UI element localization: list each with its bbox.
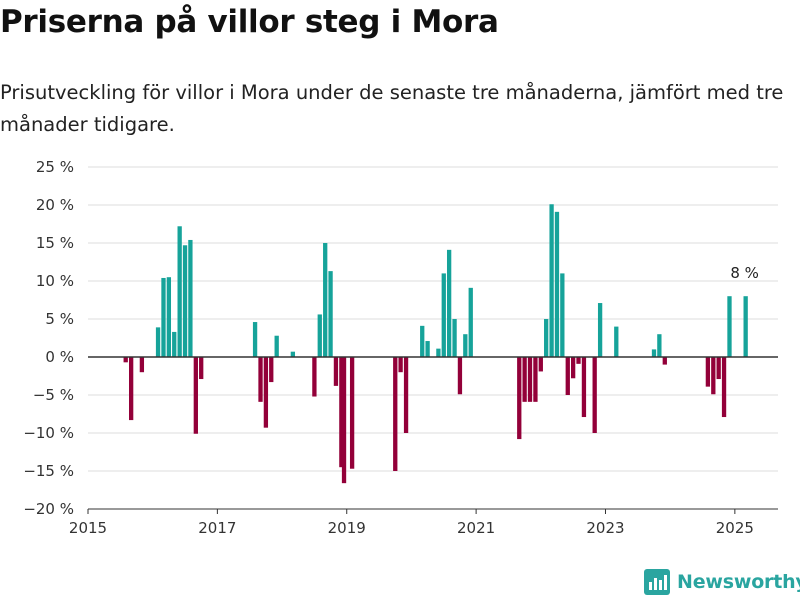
bar	[614, 326, 619, 357]
y-tick-label: 20 %	[36, 196, 74, 214]
bar	[533, 357, 538, 402]
bar	[188, 239, 193, 357]
x-tick-label: 2017	[198, 519, 236, 537]
bar	[333, 357, 339, 386]
x-tick-label: 2025	[716, 519, 754, 537]
bar	[323, 243, 328, 357]
bar	[517, 357, 522, 440]
gridlines	[88, 166, 778, 472]
axes: 25 % 20 % 15 % 10 % 5 % 0 % −5 % −10 % −15 % −20 …	[23, 158, 778, 537]
bar	[339, 357, 344, 468]
bar	[403, 357, 409, 433]
bar	[269, 357, 274, 383]
y-tick-label: −5 %	[33, 386, 74, 404]
bar	[657, 334, 662, 357]
bar	[743, 296, 748, 357]
bar	[570, 357, 576, 379]
bar	[452, 319, 457, 357]
bar	[258, 357, 263, 402]
bar	[312, 357, 317, 397]
bar	[420, 325, 425, 357]
y-tick-label: 5 %	[45, 310, 74, 328]
bar	[463, 334, 468, 357]
bar	[290, 351, 296, 357]
newsworthy-logo-icon	[644, 569, 670, 595]
bar	[560, 273, 565, 357]
bar	[425, 341, 430, 357]
brand-name: Newsworthy	[677, 571, 800, 593]
bar	[597, 303, 603, 357]
bar	[651, 349, 657, 357]
brand-logo: Newsworthy	[644, 569, 800, 595]
y-tick-label: 0 %	[45, 348, 74, 366]
bar	[182, 245, 188, 357]
chart-subtitle: Prisutveckling för villor i Mora under d…	[0, 81, 784, 136]
bar	[274, 335, 279, 357]
bar	[172, 331, 177, 357]
bar	[177, 226, 182, 357]
bar	[446, 249, 452, 357]
x-tick-label: 2021	[457, 519, 495, 537]
bar	[166, 277, 172, 357]
x-tick-label: 2019	[328, 519, 366, 537]
chart-title: Priserna på villor steg i Mora	[0, 4, 499, 40]
bar	[468, 287, 473, 357]
bar	[565, 357, 570, 395]
bar	[252, 322, 258, 357]
bars	[123, 204, 748, 484]
bar	[199, 357, 204, 380]
y-tick-label: −20 %	[23, 500, 74, 518]
bar	[727, 296, 732, 357]
bar	[581, 357, 587, 418]
bar	[711, 357, 716, 395]
bar	[193, 357, 198, 434]
bar	[155, 327, 161, 357]
y-tick-label: −10 %	[23, 424, 74, 442]
bar	[436, 348, 441, 357]
bar	[576, 357, 581, 364]
bar-chart: 25 % 20 % 15 % 10 % 5 % 0 % −5 % −10 % −15 % −20 …	[23, 158, 778, 537]
x-tick-label: 2023	[586, 519, 624, 537]
bar	[662, 357, 667, 365]
bar	[721, 357, 727, 418]
bar	[549, 204, 554, 357]
bar	[263, 357, 269, 428]
bar	[705, 357, 711, 387]
y-tick-label: 15 %	[36, 234, 74, 252]
bar	[161, 277, 166, 357]
x-tick-label: 2015	[69, 519, 107, 537]
bar	[349, 357, 355, 469]
bar	[527, 357, 533, 402]
bar	[592, 357, 597, 433]
bar	[457, 357, 463, 395]
bar	[538, 357, 543, 372]
bar	[317, 314, 322, 357]
bar	[716, 357, 721, 380]
bar	[522, 357, 527, 402]
bar	[139, 357, 145, 373]
bar	[398, 357, 403, 373]
bar	[129, 357, 134, 421]
y-tick-label: 10 %	[36, 272, 74, 290]
bar	[554, 211, 560, 357]
bar	[393, 357, 398, 471]
y-tick-label: 25 %	[36, 158, 74, 176]
annotation-label: 8 %	[730, 264, 759, 282]
bar	[123, 357, 128, 363]
bar	[328, 271, 333, 357]
bar	[441, 273, 446, 357]
bar	[341, 357, 347, 484]
bar	[544, 319, 549, 357]
y-tick-label: −15 %	[23, 462, 74, 480]
